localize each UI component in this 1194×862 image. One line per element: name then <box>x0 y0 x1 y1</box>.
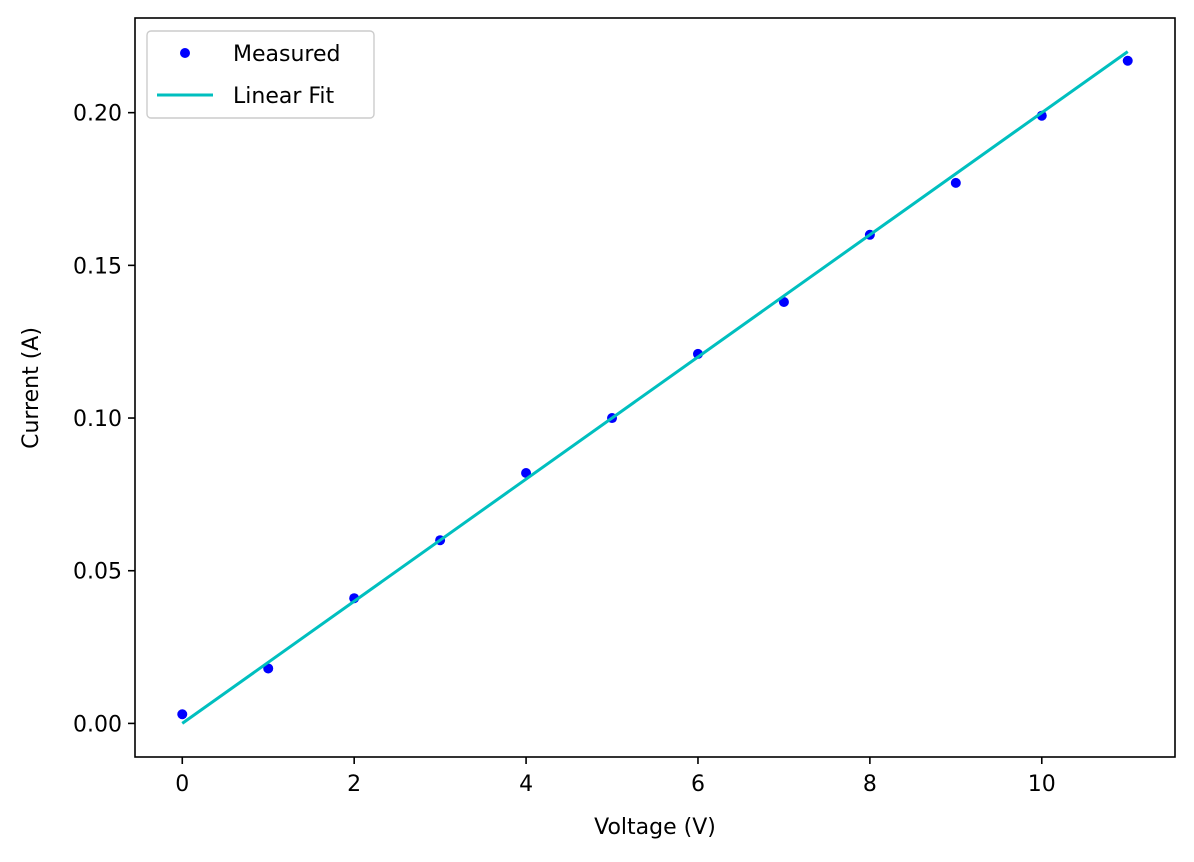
x-tick-label: 6 <box>691 772 705 797</box>
y-tick-label: 0.20 <box>73 102 122 127</box>
x-axis-label: Voltage (V) <box>594 815 716 840</box>
x-tick-label: 0 <box>175 772 189 797</box>
axes-frame <box>134 17 1176 758</box>
x-tick-label: 8 <box>863 772 877 797</box>
legend: Measured Linear Fit <box>146 30 375 119</box>
data-point <box>1122 55 1133 66</box>
legend-measured-label: Measured <box>233 42 340 67</box>
y-tick-label: 0.10 <box>73 407 122 432</box>
plot-layer <box>177 50 1133 725</box>
x-tick-label: 10 <box>1028 772 1056 797</box>
x-tick-label: 2 <box>347 772 361 797</box>
y-axis-label: Current (A) <box>19 327 44 449</box>
y-tick-label: 0.05 <box>73 560 122 585</box>
x-tick-label: 4 <box>519 772 533 797</box>
y-tick-label: 0.15 <box>73 254 122 279</box>
legend-measured-marker <box>180 48 190 58</box>
ticks-layer: 0 2 4 6 8 10 0.00 0.05 0.10 0.15 0.20 <box>73 102 1056 797</box>
fit-line <box>181 50 1129 725</box>
data-point <box>950 177 961 188</box>
data-point <box>177 709 188 720</box>
legend-fit-label: Linear Fit <box>233 84 335 109</box>
y-tick-label: 0.00 <box>73 712 122 737</box>
